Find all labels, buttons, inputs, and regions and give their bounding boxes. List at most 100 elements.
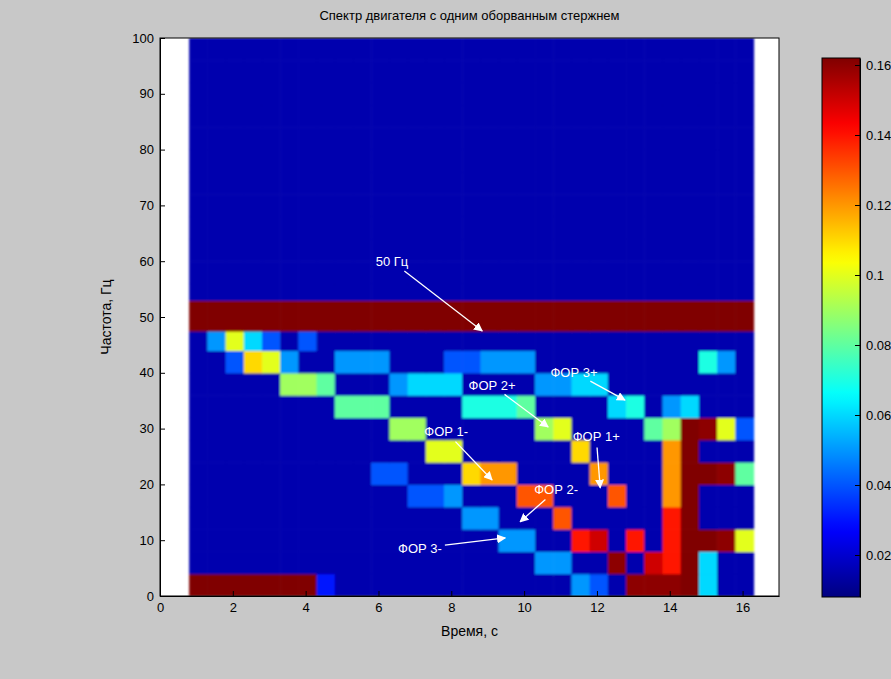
heatmap-cell [244, 507, 263, 530]
heatmap-cell [262, 127, 281, 150]
x-axis-line [161, 596, 780, 597]
heatmap-cell [608, 484, 627, 507]
heatmap-cell [244, 150, 263, 173]
heatmap-cell [244, 105, 263, 128]
heatmap-cell [353, 484, 372, 507]
heatmap-cell [590, 150, 609, 173]
heatmap-cell [353, 284, 372, 301]
colorbar-tick-mark [855, 65, 860, 66]
heatmap-cell [353, 239, 372, 262]
heatmap-cell [535, 127, 554, 150]
heatmap-cell [717, 261, 736, 284]
y-tick-label: 50 [140, 310, 154, 325]
heatmap-cell [626, 60, 645, 83]
heatmap-cell [735, 83, 754, 106]
heatmap-cell [499, 105, 518, 128]
heatmap-cell [389, 417, 408, 440]
heatmap-cell [426, 462, 445, 485]
heatmap-cell [735, 105, 754, 128]
heatmap-cell [371, 350, 390, 373]
heatmap-cell [444, 300, 463, 331]
x-tick: 12 [590, 591, 604, 615]
heatmap-cell [353, 529, 372, 552]
heatmap-cell [699, 529, 718, 552]
heatmap-cell [371, 331, 390, 351]
heatmap-cell [244, 331, 263, 351]
heatmap-cell [298, 172, 317, 195]
heatmap-cell [280, 38, 299, 61]
y-tick-label: 40 [140, 365, 154, 380]
y-tick-mark [160, 38, 165, 39]
heatmap-cell [662, 484, 681, 507]
heatmap-cell [262, 105, 281, 128]
heatmap-cell [353, 127, 372, 150]
colorbar-tick: 0.04 [855, 478, 891, 493]
heatmap-cell [335, 440, 354, 463]
heatmap-cell [608, 331, 627, 351]
colorbar-tick: 0.06 [855, 408, 891, 423]
heatmap-cell [317, 395, 336, 418]
heatmap-cell [335, 172, 354, 195]
heatmap-cell [189, 484, 208, 507]
heatmap-cell [644, 284, 663, 301]
heatmap-cell [389, 300, 408, 331]
heatmap-cell [462, 331, 481, 351]
heatmap-cell [662, 217, 681, 240]
heatmap-cell [189, 507, 208, 530]
heatmap-cell [681, 38, 700, 61]
heatmap-cell [462, 507, 481, 530]
colorbar-tick-label: 0.1 [866, 268, 884, 283]
heatmap-cell [353, 462, 372, 485]
y-tick-mark [160, 540, 165, 541]
heatmap-cell [662, 172, 681, 195]
y-tick-label: 30 [140, 421, 154, 436]
heatmap-cell [571, 150, 590, 173]
heatmap-cell [735, 331, 754, 351]
heatmap-cell [335, 194, 354, 217]
heatmap-cell [480, 284, 499, 301]
heatmap-cell [371, 105, 390, 128]
heatmap-cell [444, 105, 463, 128]
heatmap-cell [389, 484, 408, 507]
colorbar-tick-mark [855, 275, 860, 276]
heatmap-cell [699, 150, 718, 173]
heatmap-cell [335, 261, 354, 284]
heatmap-cell [207, 462, 226, 485]
heatmap-cell [735, 551, 754, 574]
heatmap-cell [262, 239, 281, 262]
x-tick-mark [451, 591, 452, 596]
heatmap-cell [317, 417, 336, 440]
heatmap-cell [735, 217, 754, 240]
heatmap-cell [626, 395, 645, 418]
plot-background [160, 38, 779, 596]
heatmap-cell [480, 194, 499, 217]
heatmap-cell [207, 574, 226, 596]
heatmap-cell [353, 440, 372, 463]
heatmap-cell [189, 217, 208, 240]
heatmap-cell [608, 150, 627, 173]
heatmap-cell [280, 300, 299, 331]
heatmap-cell [426, 261, 445, 284]
heatmap-cell [426, 83, 445, 106]
heatmap-cell [480, 440, 499, 463]
y-tick: 90 [140, 86, 165, 101]
heatmap-cell [662, 551, 681, 574]
heatmap-cell [517, 83, 536, 106]
y-tick-mark [160, 596, 165, 597]
heatmap-cell [517, 194, 536, 217]
heatmap-cell [717, 417, 736, 440]
heatmap-cell [317, 507, 336, 530]
heatmap-cell [317, 60, 336, 83]
heatmap-cell [553, 300, 572, 331]
colorbar-tick-label: 0.06 [866, 408, 891, 423]
heatmap-cell [298, 105, 317, 128]
heatmap-cell [335, 38, 354, 61]
heatmap-cell [335, 417, 354, 440]
heatmap-cell [626, 105, 645, 128]
heatmap-cell [681, 150, 700, 173]
heatmap-cell [444, 83, 463, 106]
heatmap-cell [426, 150, 445, 173]
heatmap-cell [717, 373, 736, 396]
heatmap-cell [280, 261, 299, 284]
heatmap-cell [389, 172, 408, 195]
